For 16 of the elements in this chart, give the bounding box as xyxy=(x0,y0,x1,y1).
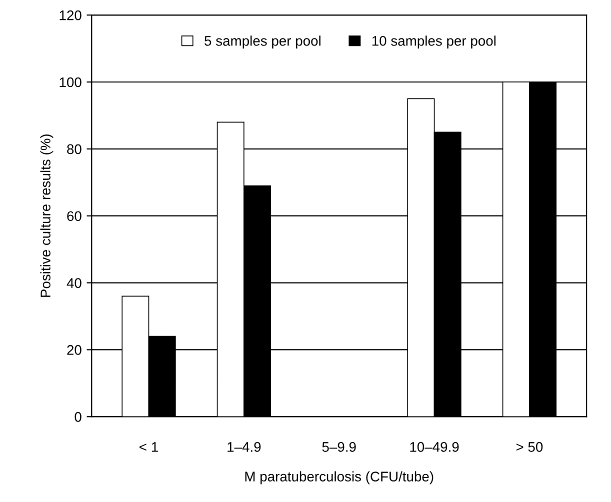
y-axis-title: Positive culture results (%) xyxy=(40,134,54,297)
x-tick-label: 5–9.9 xyxy=(322,442,356,452)
y-tick-label: 80 xyxy=(67,144,82,154)
x-tick-label: 10–49.9 xyxy=(410,442,459,452)
x-tick-label: 1–4.9 xyxy=(228,442,261,452)
x-tick-label: > 50 xyxy=(516,442,543,452)
legend-label: 10 samples per pool xyxy=(372,36,496,49)
x-tick-label: < 1 xyxy=(140,442,158,452)
y-tick-label: 120 xyxy=(60,10,82,20)
y-tick-label: 40 xyxy=(66,278,82,288)
y-tick-label: 100 xyxy=(60,77,82,88)
legend-label: 5 samples per pool xyxy=(204,36,320,49)
y-tick-label: 20 xyxy=(67,345,82,355)
y-tick-label: 60 xyxy=(67,211,82,222)
x-axis-title: M paratuberculosis (CFU/tube) xyxy=(245,471,434,484)
y-tick-label: 0 xyxy=(74,412,82,422)
